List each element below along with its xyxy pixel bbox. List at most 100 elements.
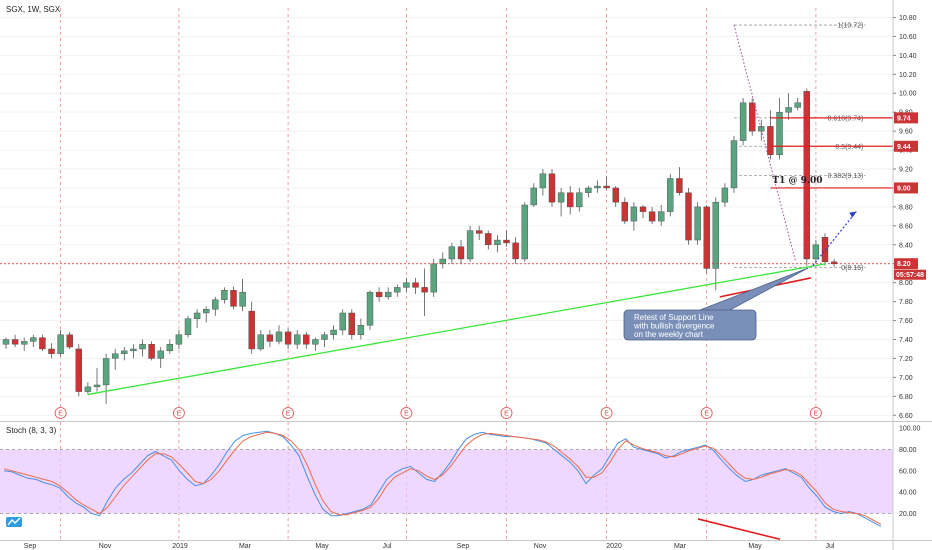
candle-body <box>612 187 619 203</box>
time-axis-label: Jul <box>826 543 835 550</box>
candle <box>430 258 437 297</box>
price-tick-label: 9.20 <box>899 167 913 174</box>
candle <box>66 331 73 349</box>
candle-body <box>121 350 128 354</box>
candle <box>421 268 428 316</box>
candle <box>466 225 474 262</box>
fib-level-label: 0(8.16) <box>841 265 863 272</box>
price-tick-label: 9.60 <box>899 129 913 136</box>
candle <box>521 202 528 262</box>
candle-body <box>694 206 701 241</box>
candle <box>712 197 719 291</box>
candle <box>694 202 701 245</box>
candle-body <box>330 329 337 335</box>
candle <box>248 301 255 354</box>
candle-body <box>457 246 465 260</box>
candle-body <box>230 290 237 307</box>
candle <box>412 277 419 295</box>
candle <box>348 309 355 340</box>
stoch-tick-label: 20.00 <box>899 511 917 518</box>
candle <box>403 277 410 293</box>
candle <box>730 135 738 193</box>
fib-level-label: 1(10.72) <box>837 23 863 30</box>
candle <box>749 97 756 136</box>
candle-body <box>348 312 355 335</box>
stoch-panel <box>0 430 893 541</box>
candle <box>612 186 619 207</box>
t1-target-label: T1 @ 9.00 <box>772 176 822 186</box>
candle <box>157 347 164 368</box>
candle <box>75 344 83 397</box>
candle <box>275 325 283 345</box>
candle-body <box>2 339 10 345</box>
price-axis[interactable]: 10.8010.6010.4010.2010.009.809.609.409.2… <box>892 0 926 550</box>
candle <box>57 330 64 357</box>
candle <box>303 331 310 349</box>
candle <box>503 230 510 247</box>
fib-level-label: 0.5(9.44) <box>835 144 863 151</box>
candle-body <box>721 187 729 203</box>
candle <box>494 235 501 253</box>
candle <box>312 337 319 351</box>
candle-body <box>576 192 583 208</box>
callout-text-line: on the weekly chart <box>634 330 704 339</box>
candle <box>230 286 237 310</box>
candle <box>667 173 674 217</box>
earnings-marker-label: E <box>177 411 182 418</box>
earnings-marker-label: E <box>286 411 291 418</box>
stoch-tick-label: 40.00 <box>899 490 917 497</box>
candle-body <box>767 126 774 156</box>
earnings-vertical-lines <box>60 8 817 540</box>
stoch-band <box>0 449 893 514</box>
candle-body <box>366 291 374 326</box>
candle <box>375 287 383 302</box>
candle <box>339 309 346 335</box>
candle <box>139 339 146 357</box>
candle <box>739 97 747 146</box>
candle-body <box>749 102 756 132</box>
candle-body <box>776 111 783 156</box>
candle <box>30 334 37 348</box>
candle <box>184 315 192 338</box>
candle-body <box>603 185 610 189</box>
candle <box>703 205 710 274</box>
drop-dotted-line <box>733 24 797 262</box>
earnings-marker-circle <box>700 407 713 419</box>
price-tick-label: 8.40 <box>899 242 913 249</box>
candle-body <box>803 91 810 260</box>
candle <box>357 318 365 340</box>
chart-title: SGX, 1W, SGX <box>6 5 61 14</box>
countdown-bg <box>894 269 926 280</box>
candle <box>685 187 692 245</box>
price-badge-bg <box>894 140 918 152</box>
candle <box>648 206 656 224</box>
candle-body <box>284 331 292 345</box>
candle-body <box>66 334 73 348</box>
candle <box>630 202 638 231</box>
candle <box>557 187 565 217</box>
candle <box>84 382 92 395</box>
price-tick-label: 7.40 <box>899 337 913 344</box>
time-axis-label: Sep <box>457 543 470 550</box>
support-trendline <box>87 263 827 396</box>
candle-body <box>594 185 601 189</box>
price-badge: 9.74 <box>894 112 918 124</box>
candle <box>567 186 574 215</box>
candle-body <box>567 192 574 208</box>
candle <box>266 330 274 348</box>
candle <box>621 197 628 224</box>
candle-body <box>521 204 528 260</box>
price-tick-label: 10.80 <box>899 15 917 22</box>
candle-body <box>39 337 46 350</box>
stoch-k-line <box>3 430 882 527</box>
candle <box>175 330 183 349</box>
time-axis[interactable]: Sep Nov 2019 Mar May Jul Sep Nov 2020 Mar May Jul <box>0 540 932 550</box>
stoch-axis[interactable]: 100.00 80.00 60.00 40.00 20.00 <box>899 426 921 519</box>
price-tick-label: 6.80 <box>899 394 913 401</box>
projection-arrow-line <box>812 211 857 266</box>
stoch-tick-label: 100.00 <box>899 426 921 433</box>
earnings-marker-label: E <box>58 411 63 418</box>
candle-body <box>111 353 119 359</box>
candle-body <box>648 211 656 222</box>
candle-body <box>357 325 365 335</box>
